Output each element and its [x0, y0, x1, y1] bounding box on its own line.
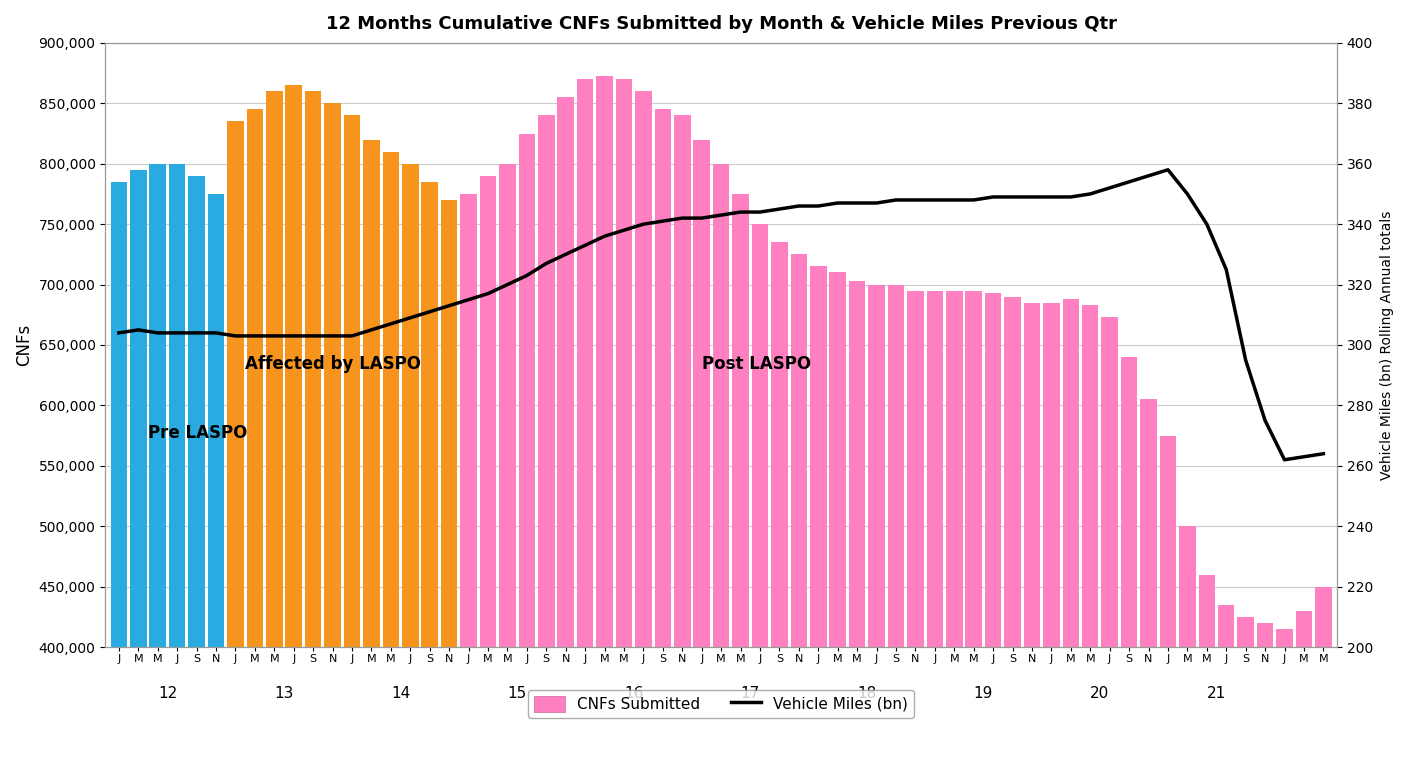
- Bar: [1024, 303, 1040, 770]
- Bar: [1140, 400, 1157, 770]
- Bar: [790, 254, 807, 770]
- Bar: [927, 290, 943, 770]
- Bar: [848, 281, 865, 770]
- Bar: [111, 182, 127, 770]
- Bar: [207, 194, 224, 770]
- Bar: [1160, 436, 1177, 770]
- Bar: [713, 164, 730, 770]
- Bar: [149, 164, 166, 770]
- Bar: [441, 200, 458, 770]
- Bar: [421, 182, 438, 770]
- Bar: [868, 285, 885, 770]
- Bar: [1315, 587, 1332, 770]
- Bar: [965, 290, 982, 770]
- Bar: [1062, 299, 1079, 770]
- Bar: [304, 91, 321, 770]
- Bar: [1102, 317, 1117, 770]
- Bar: [830, 273, 845, 770]
- Bar: [364, 139, 379, 770]
- Bar: [1005, 296, 1020, 770]
- Bar: [286, 85, 302, 770]
- Bar: [1237, 617, 1254, 770]
- Bar: [810, 266, 827, 770]
- Bar: [266, 91, 283, 770]
- Text: 15: 15: [507, 686, 527, 701]
- Bar: [616, 79, 633, 770]
- Bar: [907, 290, 924, 770]
- Bar: [189, 176, 204, 770]
- Bar: [576, 79, 593, 770]
- Title: 12 Months Cumulative CNFs Submitted by Month & Vehicle Miles Previous Qtr: 12 Months Cumulative CNFs Submitted by M…: [325, 15, 1116, 33]
- Bar: [227, 122, 244, 770]
- Bar: [1199, 574, 1215, 770]
- Bar: [402, 164, 418, 770]
- Bar: [538, 116, 555, 770]
- Bar: [1120, 357, 1137, 770]
- Text: Pre LASPO: Pre LASPO: [148, 424, 248, 442]
- Bar: [985, 293, 1002, 770]
- Bar: [247, 109, 263, 770]
- Bar: [771, 243, 788, 770]
- Bar: [1043, 303, 1060, 770]
- Bar: [383, 152, 399, 770]
- Bar: [596, 75, 613, 770]
- Text: Affected by LASPO: Affected by LASPO: [245, 355, 421, 373]
- Bar: [733, 194, 748, 770]
- Text: 20: 20: [1091, 686, 1109, 701]
- Text: 12: 12: [158, 686, 178, 701]
- Legend: CNFs Submitted, Vehicle Miles (bn): CNFs Submitted, Vehicle Miles (bn): [528, 690, 914, 718]
- Bar: [655, 109, 671, 770]
- Bar: [519, 133, 535, 770]
- Text: 21: 21: [1208, 686, 1226, 701]
- Text: 13: 13: [275, 686, 293, 701]
- Bar: [674, 116, 690, 770]
- Bar: [1217, 604, 1234, 770]
- Text: 16: 16: [624, 686, 644, 701]
- Text: 18: 18: [857, 686, 876, 701]
- Text: 17: 17: [741, 686, 759, 701]
- Y-axis label: Vehicle Miles (bn) Rolling Annual totals: Vehicle Miles (bn) Rolling Annual totals: [1379, 210, 1394, 480]
- Bar: [1082, 305, 1099, 770]
- Bar: [479, 176, 496, 770]
- Bar: [1277, 629, 1293, 770]
- Bar: [1257, 623, 1274, 770]
- Bar: [945, 290, 962, 770]
- Bar: [1296, 611, 1312, 770]
- Bar: [693, 139, 710, 770]
- Bar: [752, 224, 768, 770]
- Text: 19: 19: [974, 686, 993, 701]
- Text: 14: 14: [390, 686, 410, 701]
- Text: Post LASPO: Post LASPO: [702, 355, 810, 373]
- Y-axis label: CNFs: CNFs: [15, 324, 32, 366]
- Bar: [499, 164, 516, 770]
- Bar: [324, 103, 341, 770]
- Bar: [461, 194, 476, 770]
- Bar: [1179, 526, 1196, 770]
- Bar: [130, 169, 147, 770]
- Bar: [169, 164, 186, 770]
- Bar: [558, 97, 573, 770]
- Bar: [635, 91, 652, 770]
- Bar: [888, 285, 905, 770]
- Bar: [344, 116, 361, 770]
